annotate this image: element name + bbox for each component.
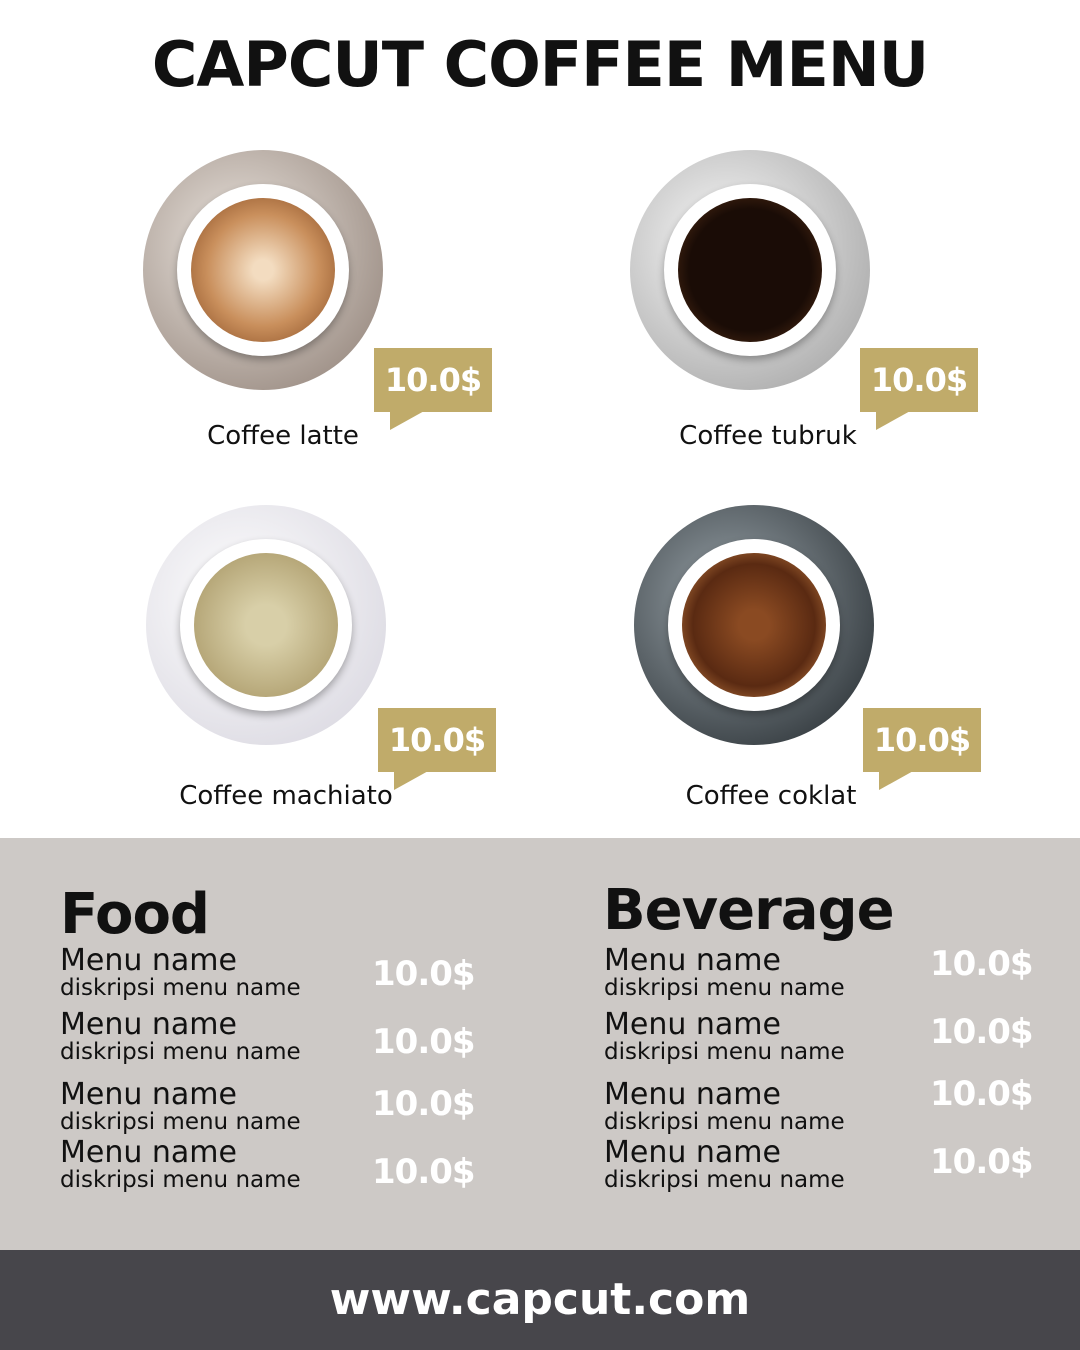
food-price: 10.0$ [372,1022,476,1062]
menu-panel: Food Beverage Menu name diskripsi menu na… [0,838,1080,1250]
item-name: Menu name [60,1135,237,1170]
item-desc: diskripsi menu name [60,1109,301,1135]
beverage-item: Menu name diskripsi menu name [604,943,845,1001]
food-item: Menu name diskripsi menu name [60,1077,301,1135]
footer-url[interactable]: www.capcut.com [0,1250,1080,1350]
food-price: 10.0$ [372,1084,476,1124]
coffee-tubruk-image [630,150,870,390]
food-price: 10.0$ [372,954,476,994]
coffee-latte-image [143,150,383,390]
item-desc: diskripsi menu name [604,975,845,1001]
food-item: Menu name diskripsi menu name [60,943,301,1001]
price-tag: 10.0$ [863,708,981,790]
item-desc: diskripsi menu name [604,1167,845,1193]
beverage-item: Menu name diskripsi menu name [604,1007,845,1065]
item-desc: diskripsi menu name [60,1167,301,1193]
page-title: CAPCUT COFFEE MENU [151,28,929,101]
beverage-item: Menu name diskripsi menu name [604,1135,845,1193]
featured-name: Coffee latte [207,421,359,451]
item-desc: diskripsi menu name [604,1109,845,1135]
featured-name: Coffee coklat [685,781,857,811]
item-desc: diskripsi menu name [60,1039,301,1065]
beverage-item: Menu name diskripsi menu name [604,1077,845,1135]
featured-name: Coffee tubruk [679,421,857,451]
food-heading: Food [60,882,210,947]
featured-name: Coffee machiato [179,781,393,811]
item-name: Menu name [604,1007,781,1042]
food-item: Menu name diskripsi menu name [60,1135,301,1193]
beverage-heading: Beverage [603,878,895,943]
item-name: Menu name [604,1077,781,1112]
price-tag: 10.0$ [378,708,496,790]
food-item: Menu name diskripsi menu name [60,1007,301,1065]
price-tag: 10.0$ [374,348,492,430]
item-name: Menu name [60,1077,237,1112]
item-desc: diskripsi menu name [604,1039,845,1065]
item-desc: diskripsi menu name [60,975,301,1001]
item-name: Menu name [60,1007,237,1042]
food-price: 10.0$ [372,1152,476,1192]
item-name: Menu name [60,943,237,978]
price-tag: 10.0$ [860,348,978,430]
item-name: Menu name [604,1135,781,1170]
beverage-price: 10.0$ [930,1074,1034,1114]
beverage-price: 10.0$ [930,1012,1034,1052]
coffee-coklat-image [634,505,874,745]
coffee-machiato-image [146,505,386,745]
item-name: Menu name [604,943,781,978]
beverage-price: 10.0$ [930,944,1034,984]
beverage-price: 10.0$ [930,1142,1034,1182]
